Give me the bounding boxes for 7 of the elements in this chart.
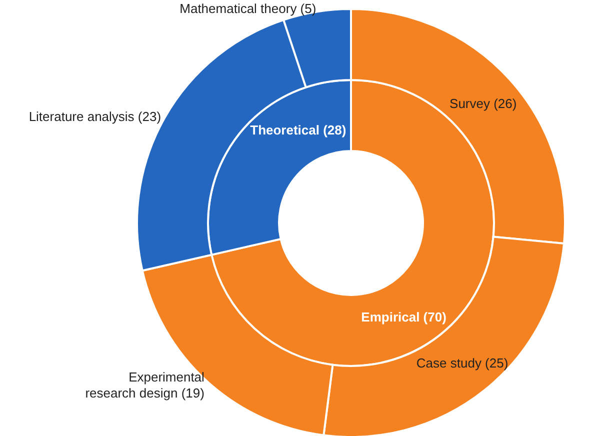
slice-label: Literature analysis (23)	[28, 108, 162, 124]
slice-label: Case study (25)	[416, 355, 508, 370]
slice-label: Experimental research design (19)	[85, 368, 205, 400]
slice-label: Survey (26)	[450, 95, 517, 110]
slice-label: Mathematical theory (5)	[180, 0, 316, 16]
slice-label: Theoretical (28)	[250, 122, 346, 137]
slice-label: Empirical (70)	[361, 309, 446, 324]
